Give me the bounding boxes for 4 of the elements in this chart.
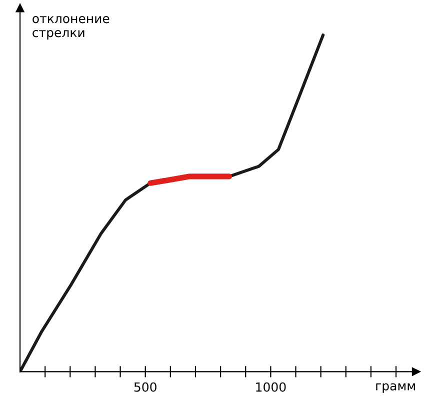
x-tick-label: 500: [134, 382, 156, 392]
y-axis-title: отклонение стрелки: [32, 16, 110, 40]
x-tick-label: 1000: [256, 382, 286, 392]
x-axis-title: грамм: [376, 383, 415, 393]
